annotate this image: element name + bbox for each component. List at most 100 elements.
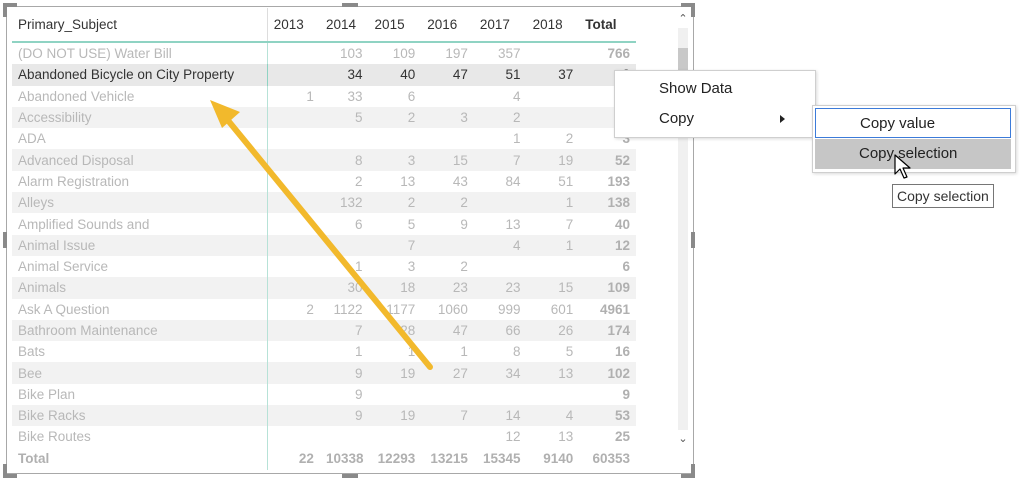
column-header-2014[interactable]: 2014 [319, 8, 369, 43]
value-cell[interactable]: 1177 [386, 301, 416, 317]
table-row[interactable]: Animal Issue 7 4 1 12 [12, 234, 636, 256]
table-row[interactable]: Amplified Sounds and 6 5 9 13 7 40 [12, 213, 636, 235]
row-total-cell[interactable]: 25 [614, 429, 630, 445]
column-header-subject[interactable]: Primary_Subject [12, 8, 268, 43]
row-total-cell[interactable]: 12 [579, 234, 636, 256]
value-cell[interactable]: 1 [526, 192, 580, 214]
value-cell[interactable]: 33 [347, 88, 363, 104]
value-cell[interactable]: 40 [368, 64, 422, 86]
table-row[interactable]: Alleys 132 2 2 1 138 [12, 192, 636, 214]
value-cell[interactable]: 999 [498, 301, 521, 317]
row-total-cell[interactable]: 53 [579, 405, 636, 427]
value-cell[interactable]: 1 [513, 131, 521, 147]
value-cell[interactable] [527, 256, 580, 277]
value-cell[interactable] [267, 149, 320, 171]
value-cell[interactable]: 9 [319, 362, 369, 384]
scroll-down-icon[interactable]: ⌄ [678, 433, 688, 445]
row-total-cell[interactable]: 174 [579, 319, 636, 342]
value-cell[interactable]: 8 [319, 149, 369, 171]
column-header-2016[interactable]: 2016 [421, 8, 474, 43]
row-subject-cell[interactable]: Bike Plan [12, 383, 268, 406]
value-cell[interactable]: 4 [513, 88, 521, 104]
value-cell[interactable]: 3 [421, 106, 474, 129]
value-cell[interactable]: 1 [355, 344, 363, 360]
value-cell[interactable]: 1060 [437, 301, 468, 317]
value-cell[interactable]: 2 [306, 301, 314, 317]
value-cell[interactable] [421, 234, 474, 256]
value-cell[interactable]: 5 [565, 344, 574, 360]
row-subject-cell[interactable]: Advanced Disposal [12, 149, 268, 171]
value-cell[interactable]: 6 [407, 88, 416, 104]
table-row[interactable]: Bats 1 1 1 8 5 16 [12, 341, 636, 363]
value-cell[interactable]: 1 [526, 234, 580, 256]
row-total-cell[interactable]: 3 [622, 131, 630, 147]
value-cell[interactable]: 9 [319, 405, 369, 427]
resize-handle-bottom-left-v[interactable] [3, 464, 7, 478]
value-cell[interactable]: 27 [421, 362, 474, 384]
scroll-track[interactable] [678, 28, 688, 430]
row-total-cell[interactable]: 138 [579, 192, 636, 214]
row-subject-cell[interactable]: Accessibility [12, 106, 268, 129]
menu-item-copy-selection[interactable]: Copy selection [815, 139, 1011, 169]
scroll-up-icon[interactable]: ⌃ [678, 13, 688, 25]
row-total-cell[interactable]: 40 [614, 216, 630, 232]
resize-handle-bottom[interactable] [342, 474, 358, 478]
row-total-cell[interactable]: 4961 [599, 301, 630, 317]
value-cell[interactable]: 43 [452, 173, 468, 189]
value-cell[interactable]: 2 [565, 131, 574, 147]
value-cell[interactable] [267, 384, 320, 405]
value-cell[interactable]: 18 [368, 277, 422, 299]
table-row[interactable]: Alarm Registration 2 13 43 84 51 193 [12, 170, 636, 193]
value-cell[interactable]: 1 [407, 344, 416, 360]
value-cell[interactable]: 2 [368, 106, 422, 129]
value-cell[interactable] [526, 106, 580, 129]
value-cell[interactable]: 2 [460, 259, 468, 275]
row-subject-cell[interactable]: Amplified Sounds and [12, 213, 268, 235]
column-header-2015[interactable]: 2015 [368, 8, 422, 43]
row-subject-cell[interactable]: Animal Issue [12, 234, 268, 256]
table-row[interactable]: Abandoned Bicycle on City Property 34 40 47… [12, 64, 636, 86]
value-cell[interactable] [267, 106, 320, 129]
table-row[interactable]: Advanced Disposal 8 3 15 7 19 52 [12, 149, 636, 171]
row-subject-cell[interactable]: Alarm Registration [12, 170, 268, 193]
row-total-cell[interactable]: 9 [622, 386, 630, 402]
value-cell[interactable]: 357 [498, 46, 521, 62]
menu-item-copy-value[interactable]: Copy value [815, 108, 1011, 138]
menu-item-copy[interactable]: Copy [615, 104, 815, 134]
row-subject-cell[interactable]: ADA [12, 128, 268, 150]
value-cell[interactable]: 15 [421, 149, 474, 171]
value-cell[interactable] [320, 426, 369, 447]
value-cell[interactable]: 51 [558, 173, 574, 189]
row-total-cell[interactable]: 16 [614, 344, 630, 360]
row-subject-cell[interactable]: Abandoned Vehicle [12, 85, 268, 107]
value-cell[interactable]: 1122 [333, 301, 363, 317]
value-cell[interactable]: 132 [319, 192, 369, 214]
value-cell[interactable]: 7 [473, 149, 527, 171]
value-cell[interactable]: 1 [355, 259, 363, 275]
value-cell[interactable]: 13 [526, 362, 580, 384]
table-row[interactable]: Bike Routes 12 13 25 [12, 426, 636, 448]
value-cell[interactable]: 19 [368, 362, 422, 384]
value-cell[interactable]: 19 [526, 149, 580, 171]
value-cell[interactable]: 103 [340, 46, 363, 62]
row-subject-cell[interactable]: Bathroom Maintenance [12, 319, 268, 342]
row-subject-cell[interactable]: Bike Routes [12, 426, 268, 448]
resize-handle-bottom-left[interactable] [3, 474, 17, 478]
value-cell[interactable] [527, 86, 580, 107]
value-cell[interactable]: 1 [460, 344, 468, 360]
value-cell[interactable]: 28 [368, 319, 422, 342]
value-cell[interactable]: 7 [319, 319, 369, 342]
value-cell[interactable]: 26 [526, 319, 580, 342]
value-cell[interactable]: 9 [355, 386, 363, 402]
value-cell[interactable]: 51 [473, 64, 527, 86]
column-header-2013[interactable]: 2013 [267, 8, 320, 43]
row-subject-cell[interactable]: (DO NOT USE) Water Bill [12, 42, 268, 65]
value-cell[interactable] [421, 86, 474, 107]
value-cell[interactable] [267, 64, 320, 86]
value-cell[interactable]: 197 [445, 46, 468, 62]
table-row[interactable]: Accessibility 5 2 3 2 [12, 106, 636, 129]
value-cell[interactable] [267, 319, 320, 342]
value-cell[interactable] [267, 256, 320, 277]
table-row[interactable]: Ask A Question 2 1122 1177 1060 999 601 4961 [12, 298, 636, 320]
row-total-cell[interactable]: 193 [607, 173, 630, 189]
